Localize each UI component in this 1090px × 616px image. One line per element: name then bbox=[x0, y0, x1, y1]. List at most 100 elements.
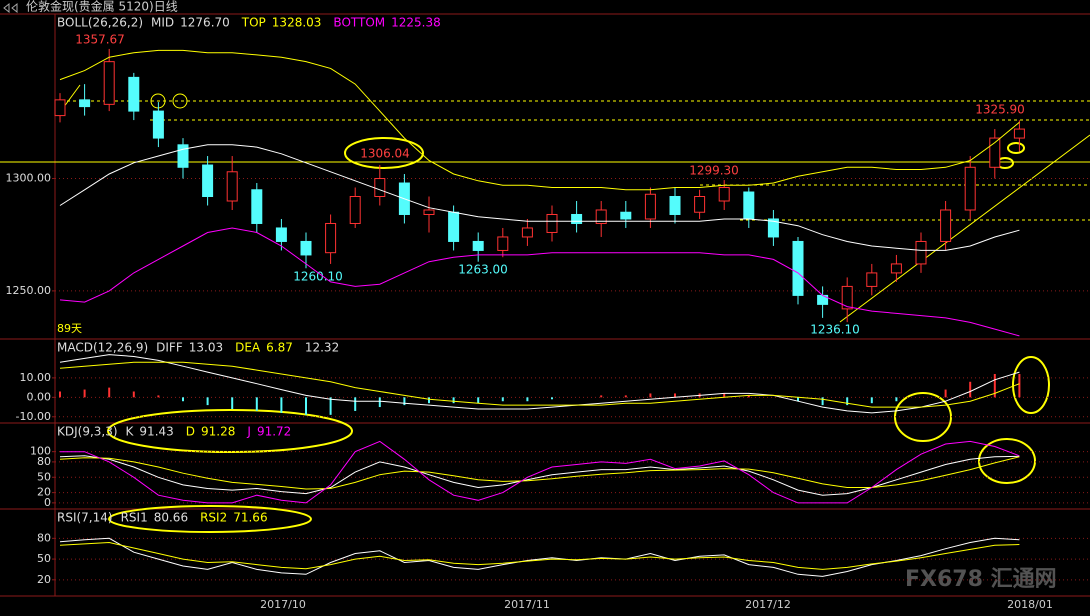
legend-label: MID bbox=[151, 16, 174, 30]
candle-body bbox=[546, 213, 558, 233]
legend-label: BOTTOM bbox=[333, 16, 385, 30]
legend-value: 13.03 bbox=[189, 341, 223, 355]
price-annotation: 1357.67 bbox=[75, 33, 125, 47]
x-tick-label: 2017/10 bbox=[260, 598, 306, 611]
candle-body bbox=[890, 263, 902, 274]
legend-value: 1276.70 bbox=[180, 16, 230, 30]
candle-body bbox=[497, 236, 509, 251]
indicator-line bbox=[59, 144, 1020, 251]
candle-body bbox=[718, 187, 730, 202]
candle-body bbox=[226, 171, 238, 202]
indicator-name: RSI(7,14) bbox=[57, 511, 113, 525]
price-annotation: 1306.04 bbox=[360, 147, 410, 161]
window-title: 伦敦金现(贵金属 5120)日线 bbox=[26, 0, 178, 14]
y-tick-label: 20 bbox=[37, 486, 51, 499]
macd-value: 12.32 bbox=[305, 341, 339, 355]
price-annotation: 1299.30 bbox=[689, 164, 739, 178]
legend-label: TOP bbox=[241, 16, 266, 30]
indicator-line bbox=[59, 537, 1020, 577]
legend-value: 1225.38 bbox=[391, 16, 441, 30]
y-tick-label: 20 bbox=[37, 573, 51, 586]
indicator-name: BOLL(26,26,2) bbox=[57, 16, 143, 30]
candle-body bbox=[423, 209, 435, 215]
y-tick-label: 50 bbox=[37, 470, 51, 483]
legend-label: DEA bbox=[235, 341, 261, 355]
candle-body bbox=[521, 227, 533, 238]
indicator-line bbox=[59, 49, 1020, 191]
x-tick-label: 2017/12 bbox=[745, 598, 791, 611]
indicator-line bbox=[60, 440, 1020, 504]
candle-body bbox=[571, 213, 583, 224]
legend-label: RSI2 bbox=[200, 511, 227, 525]
candle-body bbox=[177, 144, 189, 168]
indicator-line bbox=[59, 227, 1020, 337]
indicator-line bbox=[59, 354, 1020, 414]
candle-body bbox=[866, 272, 878, 287]
candle-body bbox=[128, 76, 140, 112]
indicator-line bbox=[59, 361, 1020, 408]
drawing-annotations bbox=[0, 84, 1090, 533]
legend-label: K bbox=[126, 425, 135, 439]
legend-value: 6.87 bbox=[266, 341, 293, 355]
x-tick-label: 2017/11 bbox=[504, 598, 550, 611]
candle-body bbox=[275, 227, 287, 242]
legend-label: D bbox=[186, 425, 195, 439]
candle-body bbox=[251, 189, 263, 224]
legend-value: 1328.03 bbox=[272, 16, 322, 30]
y-tick-label: 0.00 bbox=[27, 390, 52, 403]
candle-body bbox=[620, 211, 632, 220]
price-annotation: 1325.90 bbox=[975, 103, 1025, 117]
period-label: 89天 bbox=[57, 322, 82, 335]
candle-body bbox=[964, 166, 976, 211]
candle-body bbox=[915, 240, 927, 265]
candle-body bbox=[940, 209, 952, 242]
indicator-line bbox=[59, 456, 1020, 490]
indicator-line bbox=[59, 455, 1020, 496]
legend-value: 91.72 bbox=[257, 425, 291, 439]
y-tick-label: 0 bbox=[44, 496, 51, 509]
y-tick-label: -10.00 bbox=[16, 410, 51, 423]
candle-body bbox=[1013, 128, 1025, 139]
indicator-name: KDJ(9,3,3) bbox=[57, 425, 118, 439]
candle-body bbox=[152, 110, 164, 139]
y-tick-label: 10.00 bbox=[20, 371, 52, 384]
candle-body bbox=[103, 61, 115, 105]
x-tick-label: 2018/01 bbox=[1007, 598, 1053, 611]
candle-body bbox=[644, 193, 656, 220]
candle-body bbox=[349, 196, 361, 224]
y-tick-label: 50 bbox=[37, 552, 51, 565]
candle-body bbox=[472, 240, 484, 251]
candle-body bbox=[202, 164, 214, 198]
title-icons bbox=[3, 2, 18, 14]
y-tick-label: 100 bbox=[30, 445, 51, 458]
candle-body bbox=[325, 222, 337, 254]
indicator-name: MACD(12,26,9) bbox=[57, 341, 148, 355]
candle-body bbox=[595, 209, 607, 224]
candle-body bbox=[79, 99, 91, 108]
legend-label: RSI1 bbox=[121, 511, 148, 525]
candle-body bbox=[374, 178, 386, 198]
legend-value: 91.43 bbox=[139, 425, 173, 439]
candle-body bbox=[54, 99, 66, 117]
indicator-line bbox=[59, 541, 1020, 570]
legend-value: 80.66 bbox=[154, 511, 188, 525]
candle-body bbox=[694, 196, 706, 213]
candle-body bbox=[669, 196, 681, 215]
candle-body bbox=[743, 191, 755, 220]
candle-body bbox=[989, 137, 1001, 168]
legend-label: J bbox=[246, 425, 251, 439]
price-annotation: 1260.10 bbox=[293, 270, 343, 284]
y-tick-label: 1300.00 bbox=[6, 172, 52, 185]
y-tick-label: 80 bbox=[37, 455, 51, 468]
candle-body bbox=[448, 211, 460, 242]
candle-body bbox=[767, 218, 779, 238]
legend-label: DIFF bbox=[156, 341, 183, 355]
price-annotation: 1236.10 bbox=[810, 323, 860, 337]
y-tick-label: 80 bbox=[37, 531, 51, 544]
legend-value: 71.66 bbox=[233, 511, 267, 525]
candle-body bbox=[300, 240, 312, 256]
candle-body bbox=[841, 285, 853, 310]
candle-body bbox=[792, 240, 804, 296]
